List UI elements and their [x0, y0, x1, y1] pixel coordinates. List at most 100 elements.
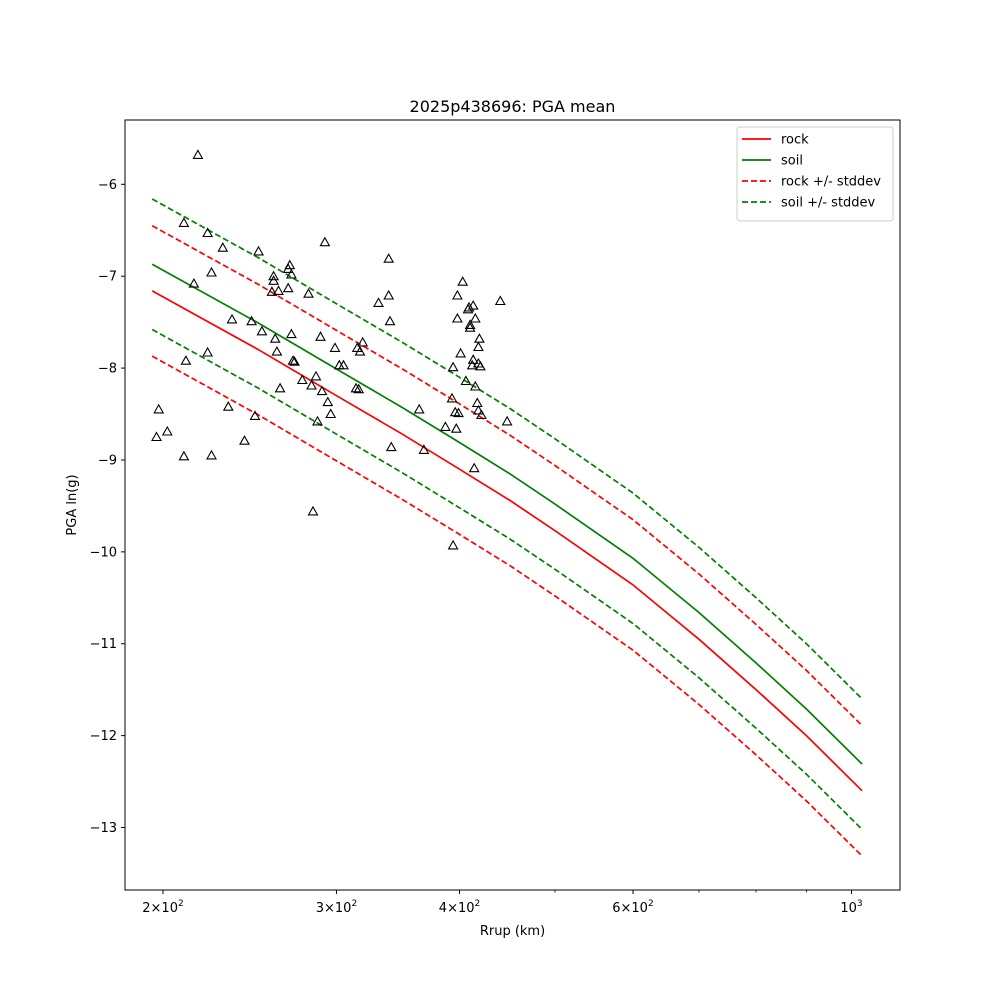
observation-point — [202, 227, 214, 238]
observation-point — [192, 149, 204, 159]
observation-point — [453, 407, 464, 418]
y-tick-label: −9 — [98, 453, 117, 468]
y-tick-label: −8 — [98, 362, 117, 377]
observation-point — [285, 268, 297, 279]
x-tick-label: 2×102 — [142, 899, 183, 916]
observation-point — [287, 355, 299, 365]
observation-point — [325, 408, 337, 419]
observation-point — [217, 242, 229, 252]
observation-point — [246, 315, 258, 326]
observation-point — [153, 403, 165, 414]
observation-point — [315, 331, 326, 341]
observation-point — [319, 236, 331, 247]
observation-point — [464, 319, 476, 329]
observation-point — [357, 336, 369, 347]
series-line-3 — [151, 355, 863, 857]
observation-point — [354, 345, 366, 356]
observation-point — [249, 410, 261, 420]
observation-point — [206, 266, 217, 277]
x-axis: 2×102 3×102 4×102 6×102 103 — [142, 890, 863, 916]
observation-point — [467, 299, 479, 310]
y-axis: −6 −7 −8 −9 −10 −11 −12 −13 — [90, 178, 125, 836]
series-line-0-rock — [151, 290, 863, 792]
observation-point — [256, 325, 268, 336]
observation-point — [501, 415, 513, 426]
observation-point — [274, 382, 286, 393]
observation-point — [282, 282, 294, 293]
observation-point — [226, 313, 238, 324]
legend-label-rock-stddev: rock +/- stddev — [781, 175, 881, 190]
observation-point — [285, 328, 297, 339]
observation-point — [439, 421, 451, 431]
observation-point — [316, 385, 328, 396]
observation-point — [446, 392, 458, 403]
series-line-5 — [151, 328, 863, 831]
observation-point — [239, 435, 250, 445]
observation-point — [306, 379, 317, 390]
observation-point — [266, 286, 278, 296]
observation-point — [447, 539, 459, 550]
observation-point — [457, 276, 469, 286]
observation-point — [447, 361, 459, 372]
observation-point — [329, 342, 341, 352]
observation-point — [271, 345, 283, 356]
observation-point — [451, 289, 463, 300]
legend-label-soil-stddev: soil +/- stddev — [781, 196, 876, 211]
observation-point — [472, 404, 484, 415]
observation-point — [307, 505, 319, 516]
legend-box — [736, 126, 894, 222]
y-axis-label: PGA ln(g) — [65, 474, 80, 535]
observation-point — [472, 341, 484, 352]
observation-point — [455, 347, 467, 358]
observation-point — [385, 441, 397, 452]
series-line-4-soil-stddev — [151, 198, 863, 700]
observation-point — [310, 370, 322, 381]
observation-point — [202, 346, 214, 357]
observation-point — [151, 431, 162, 442]
chart-title: 2025p438696: PGA mean — [410, 97, 616, 116]
x-tick-label: 6×102 — [612, 899, 653, 916]
observation-point — [464, 322, 476, 332]
observation-point — [353, 383, 365, 394]
observation-point — [413, 403, 425, 414]
observation-point — [473, 333, 485, 343]
observation-point — [474, 360, 486, 371]
y-tick-label: −11 — [90, 637, 117, 652]
series-layer — [151, 198, 863, 857]
y-tick-label: −12 — [90, 729, 117, 744]
observation-point — [178, 217, 190, 227]
observation-point — [471, 397, 483, 408]
observation-points-layer — [151, 149, 513, 550]
observation-point — [467, 354, 479, 364]
observation-point — [494, 295, 506, 306]
observation-point — [289, 356, 300, 366]
observation-point — [312, 415, 323, 426]
x-tick-label: 103 — [840, 899, 862, 916]
observation-point — [303, 288, 314, 298]
observation-point — [373, 297, 384, 307]
observation-point — [383, 253, 395, 263]
observation-point — [253, 245, 264, 256]
observation-point — [296, 374, 308, 385]
x-axis-label: Rrup (km) — [480, 924, 545, 939]
observation-point — [384, 315, 396, 326]
observation-point — [188, 277, 200, 288]
observation-point — [206, 449, 217, 460]
y-tick-label: −7 — [98, 270, 117, 285]
plot-frame — [124, 119, 901, 891]
observation-point — [350, 382, 362, 393]
observation-point — [161, 425, 173, 436]
observation-point — [273, 285, 284, 295]
observation-point — [269, 333, 281, 343]
observation-point — [475, 409, 487, 420]
observation-point — [284, 259, 296, 270]
observation-point — [322, 396, 334, 407]
observation-point — [468, 462, 480, 473]
observation-point — [466, 359, 478, 370]
legend-label-rock: rock — [781, 133, 809, 148]
observation-point — [463, 301, 475, 312]
observation-point — [338, 359, 349, 370]
observation-point — [383, 289, 395, 300]
